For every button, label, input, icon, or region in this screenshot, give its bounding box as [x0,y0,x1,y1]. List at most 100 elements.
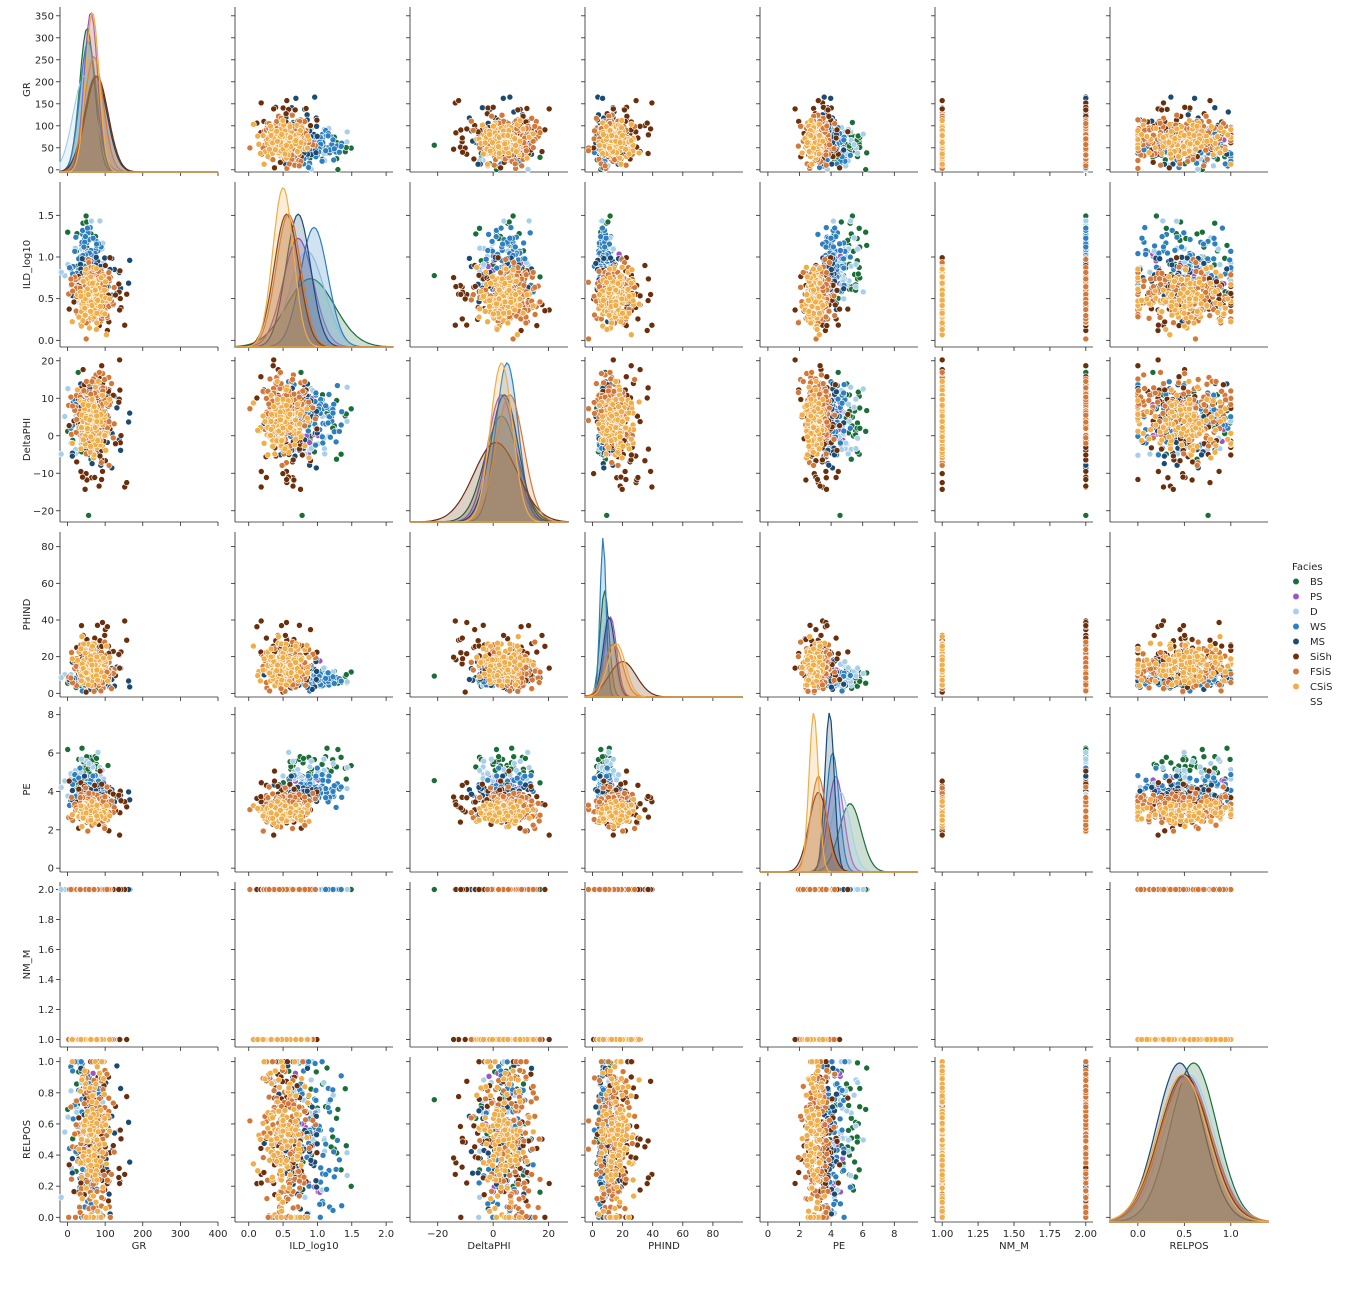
point-BS [431,142,437,148]
point-SiSh [792,106,798,112]
point-CSiS [609,133,615,139]
y-tick-label: 350 [35,11,54,22]
y-tick-label: 100 [35,121,54,132]
point-CSiS [76,314,82,320]
y-tick-label: 300 [35,33,54,44]
point-CSiS [619,132,625,138]
point-WS [493,234,499,240]
point-CSiS [503,266,509,272]
point-FSiS [489,113,495,119]
point-BS [473,231,479,237]
point-MS [475,161,481,167]
point-FSiS [1135,165,1141,171]
point-CSiS [820,138,826,144]
point-MS [312,94,318,100]
point-CSiS [636,150,642,156]
point-WS [841,137,847,143]
point-BS [510,213,516,219]
point-CSiS [496,287,502,293]
point-FSiS [1158,162,1164,168]
point-FSiS [69,282,75,288]
point-D [477,245,483,251]
point-WS [82,234,88,240]
point-CSiS [502,281,508,287]
point-SiSh [1182,104,1188,110]
point-CSiS [481,293,487,299]
y-tick-label: 1.5 [38,211,54,222]
point-CSiS [482,308,488,314]
point-CSiS [530,131,536,137]
point-CSiS [481,151,487,157]
point-SiSh [107,255,113,261]
point-CSiS [596,143,602,149]
point-WS [73,234,79,240]
point-D [88,218,94,224]
point-CSiS [474,264,480,270]
point-FSiS [532,284,538,290]
point-CSiS [489,274,495,280]
point-CSiS [485,319,491,325]
point-CSiS [809,161,815,167]
point-CSiS [496,150,502,156]
point-SiSh [464,126,470,132]
point-FSiS [523,148,529,154]
point-FSiS [247,145,253,151]
point-CSiS [1218,125,1224,131]
point-WS [498,225,504,231]
point-CSiS [93,266,99,272]
point-BS [83,213,89,219]
point-CSiS [95,297,101,303]
point-FSiS [795,143,801,149]
point-CSiS [1228,127,1234,133]
point-D [97,218,103,224]
point-CSiS [476,314,482,320]
point-CSiS [502,299,508,305]
point-SiSh [637,123,643,129]
point-SiSh [610,106,616,112]
point-SiSh [472,283,478,289]
point-WS [330,137,336,143]
point-FSiS [585,148,591,154]
point-SiSh [1207,98,1213,104]
point-SiSh [456,98,462,104]
point-SiSh [283,111,289,117]
pairplot-grid: 050100150200250300350GR0.00.51.01.5ILD_l… [22,7,1268,1252]
point-CSiS [501,310,507,316]
point-MS [828,95,834,101]
point-FSiS [1083,121,1089,127]
point-WS [500,241,506,247]
point-CSiS [600,150,606,156]
point-FSiS [824,123,830,129]
point-CSiS [939,118,945,124]
point-WS [483,256,489,262]
point-SiSh [451,146,457,152]
point-FSiS [491,162,497,168]
point-CSiS [1168,128,1174,134]
point-CSiS [483,269,489,275]
point-CSiS [98,275,104,281]
point-MS [479,105,485,111]
cell-GR-vs-RELPOS [1106,7,1268,176]
point-CSiS [619,118,625,124]
point-MS [93,254,99,260]
point-WS [67,265,73,271]
point-CSiS [513,292,519,298]
point-WS [521,240,527,246]
point-FSiS [823,162,829,168]
point-CSiS [94,320,100,326]
point-CSiS [487,132,493,138]
point-BS [506,219,512,225]
point-CSiS [489,140,495,146]
point-CSiS [485,161,491,167]
point-CSiS [520,126,526,132]
point-CSiS [808,133,814,139]
point-SiSh [284,98,290,104]
point-SiSh [495,255,501,261]
point-WS [486,231,492,237]
point-CSiS [490,123,496,129]
point-FSiS [468,118,474,124]
point-WS [338,143,344,149]
point-SiSh [845,129,851,135]
point-CSiS [256,141,262,147]
cell-GR-vs-ILD_log10 [231,7,393,176]
